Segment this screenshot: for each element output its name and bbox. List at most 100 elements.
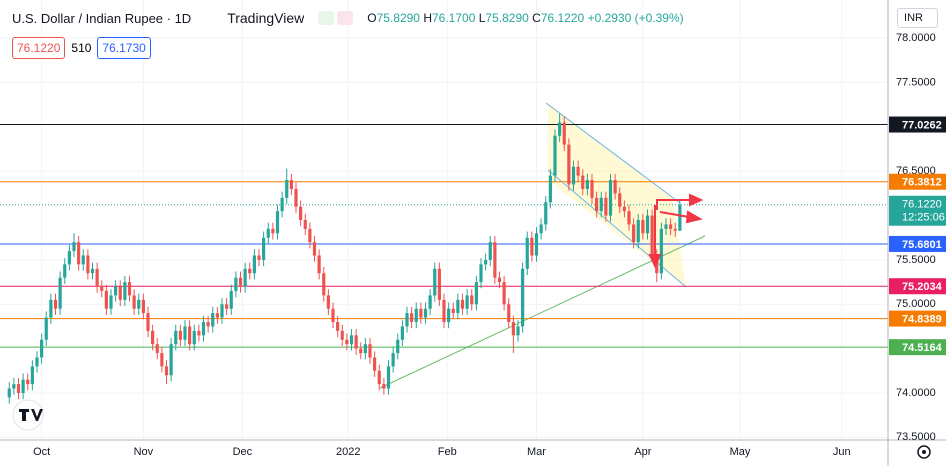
candle-body	[67, 251, 71, 265]
arrow	[656, 199, 690, 210]
channel-upper	[545, 102, 681, 204]
candle-body	[266, 228, 270, 238]
ohlc-value: 76.1700	[432, 11, 476, 25]
candle-body	[86, 255, 90, 274]
candle-body	[567, 144, 571, 185]
trade-buttons: 76.1220 510 76.1730	[12, 37, 151, 59]
candle-body	[391, 353, 395, 367]
candle-body	[12, 384, 16, 389]
candle-body	[123, 282, 127, 300]
icon	[318, 11, 335, 25]
level-label: 77.0262	[902, 119, 942, 131]
currency-select[interactable]: INR	[897, 8, 938, 28]
settings-icon[interactable]	[917, 445, 931, 459]
candle-body	[423, 308, 428, 318]
candle-body	[146, 313, 150, 331]
level-label: 74.8389	[902, 313, 942, 325]
candle-body	[248, 268, 252, 274]
candle-body	[659, 228, 663, 274]
candle-body	[289, 180, 293, 189]
change: +0.2930 (+0.39%)	[587, 11, 684, 25]
settings[interactable]	[917, 445, 931, 459]
candle-body	[137, 299, 141, 309]
x-tick-label: Dec	[233, 446, 253, 458]
candle-body	[632, 224, 636, 243]
candle-body	[359, 348, 363, 354]
arrow	[659, 211, 690, 218]
candle-body	[544, 202, 548, 225]
candle-body	[576, 166, 580, 176]
y-tick-label: 77.5000	[896, 76, 936, 88]
candle-body	[16, 384, 21, 393]
icon	[337, 11, 354, 25]
candle-body	[433, 268, 437, 296]
tv-logo	[12, 399, 44, 431]
candle-body	[95, 268, 99, 287]
candle-body	[595, 197, 599, 212]
level-label: 75.6801	[902, 239, 942, 251]
candle-body	[26, 379, 30, 385]
candle-body	[160, 353, 164, 367]
candle-body	[299, 206, 303, 220]
candle-body	[40, 339, 44, 358]
ohlc-key: O	[367, 11, 377, 25]
candle-body	[229, 290, 233, 309]
candle-body	[530, 237, 534, 256]
settings-icon[interactable]	[922, 450, 926, 454]
candle-body	[590, 180, 594, 198]
ohlc-key: L	[478, 11, 486, 25]
sell-button[interactable]: 76.1220	[12, 37, 66, 59]
candle-body	[53, 299, 58, 309]
candle-body	[363, 344, 367, 354]
candle-body	[77, 242, 81, 265]
candle-body	[562, 122, 566, 145]
candle-body	[479, 264, 483, 283]
candle-body	[345, 339, 349, 345]
candle-body	[257, 255, 261, 260]
candle-body	[405, 313, 409, 327]
candle-body	[373, 357, 377, 371]
candle-body	[608, 180, 613, 216]
candle-body	[118, 286, 122, 300]
candle-body	[178, 330, 182, 340]
logo	[19, 409, 43, 421]
spread: 510	[71, 41, 92, 55]
candle-body	[35, 357, 39, 367]
candle-body	[585, 180, 589, 189]
candle-body	[211, 313, 215, 327]
candle-body	[206, 322, 210, 327]
candle-body	[627, 211, 631, 225]
candle-body	[511, 322, 515, 336]
candle-body	[183, 326, 187, 340]
candle-body	[100, 286, 104, 291]
level-label-bg	[889, 116, 946, 133]
candle-body	[220, 304, 224, 318]
candle-body	[553, 135, 557, 176]
symbol[interactable]: U.S. Dollar / Indian Rupee · 1D	[12, 10, 192, 26]
candle-body	[382, 384, 386, 389]
candle-body	[275, 211, 280, 234]
candle-body	[58, 277, 62, 309]
ohlc-key: C	[532, 11, 541, 25]
candle-body	[484, 259, 488, 265]
candle-body	[604, 197, 608, 216]
x-tick-label: 2022	[336, 446, 360, 458]
y-tick-label: 75.5000	[896, 254, 936, 266]
candle-body	[21, 379, 25, 393]
level-label: 74.5164	[902, 342, 943, 354]
candle-body	[243, 268, 247, 287]
candle-body	[465, 295, 469, 309]
candle-body	[636, 220, 640, 243]
candle-body	[238, 277, 243, 287]
level-label-bg	[889, 235, 946, 252]
candle-body	[197, 330, 201, 336]
level-label-bg	[889, 173, 946, 190]
candle-body	[7, 388, 11, 398]
x-tick-label: Jun	[833, 446, 851, 458]
buy-button[interactable]: 76.1730	[97, 37, 151, 59]
ohlc-value: 75.8290	[376, 11, 420, 25]
candle-body	[521, 268, 525, 327]
trendline	[379, 235, 706, 389]
candle-body	[326, 295, 330, 309]
